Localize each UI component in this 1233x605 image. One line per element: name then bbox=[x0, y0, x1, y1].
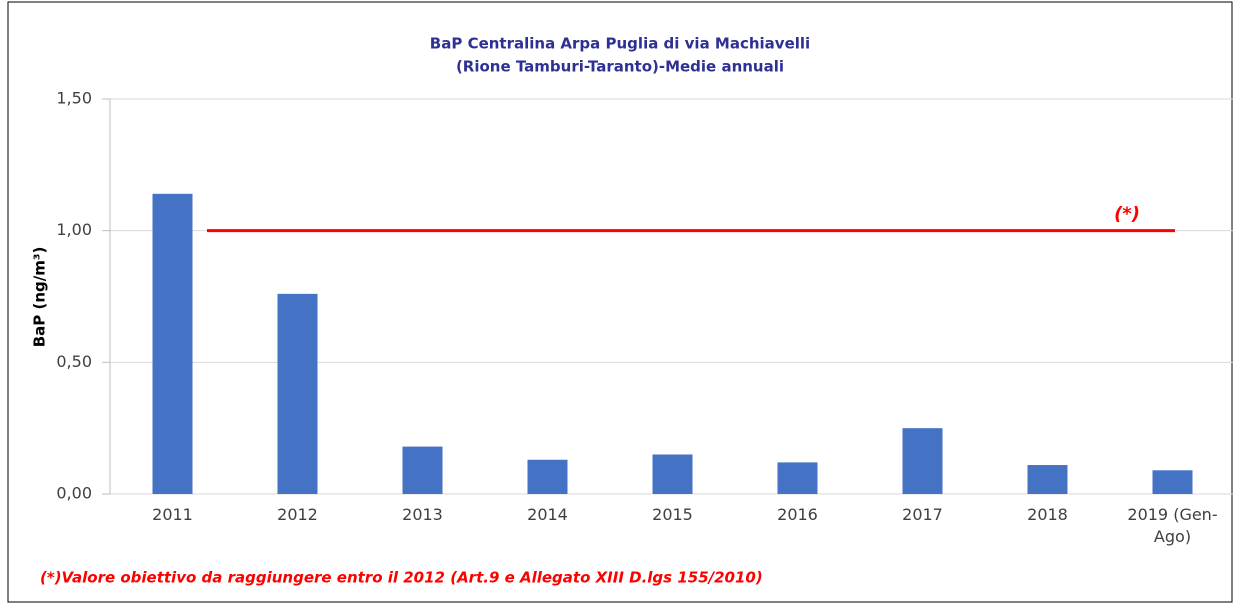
bar bbox=[1152, 470, 1193, 494]
x-tick-label: 2012 bbox=[277, 505, 318, 524]
x-tick-label: 2013 bbox=[402, 505, 443, 524]
bar bbox=[1027, 465, 1068, 494]
y-axis-label: BaP (ng/m³) bbox=[31, 247, 49, 348]
chart-frame bbox=[7, 1, 1233, 603]
bar bbox=[777, 462, 818, 494]
x-tick-label: 2019 (Gen-Ago) bbox=[1127, 505, 1218, 546]
x-tick-label: 2017 bbox=[902, 505, 943, 524]
bar bbox=[652, 454, 693, 494]
x-tick-label: 2014 bbox=[527, 505, 568, 524]
x-tick-label: 2015 bbox=[652, 505, 693, 524]
x-tick-label: 2011 bbox=[152, 505, 193, 524]
bar bbox=[527, 459, 568, 494]
bar bbox=[902, 428, 943, 494]
y-tick-label: 0,00 bbox=[56, 484, 92, 503]
bar bbox=[152, 193, 193, 495]
footnote: (*)Valore obiettivo da raggiungere entro… bbox=[40, 569, 763, 587]
x-tick-label: 2018 bbox=[1027, 505, 1068, 524]
chart-title: BaP Centralina Arpa Puglia di via Machia… bbox=[430, 35, 810, 53]
y-tick-label: 1,00 bbox=[56, 220, 92, 239]
bar bbox=[277, 293, 318, 494]
bar bbox=[402, 446, 443, 494]
x-tick-label: 2016 bbox=[777, 505, 818, 524]
y-tick-label: 0,50 bbox=[56, 352, 92, 371]
y-tick-label: 1,50 bbox=[56, 89, 92, 108]
reference-label: (*) bbox=[1114, 204, 1140, 225]
chart-title: (Rione Tamburi-Taranto)-Medie annuali bbox=[456, 58, 784, 76]
